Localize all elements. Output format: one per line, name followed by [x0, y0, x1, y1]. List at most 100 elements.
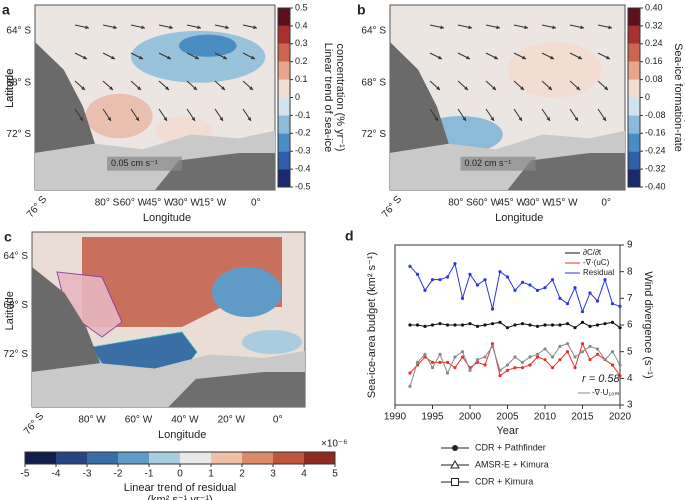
- arrow-head: [225, 25, 229, 30]
- lat-label: 72° S: [3, 349, 28, 360]
- data-point: [618, 304, 622, 308]
- data-point: [550, 355, 555, 359]
- colorbar-segment: [56, 452, 87, 464]
- data-point: [475, 283, 480, 287]
- data-point: [543, 358, 547, 362]
- trend-blob: [212, 267, 282, 317]
- data-point: [610, 302, 615, 306]
- land: [35, 42, 95, 153]
- lon-label: 30° W: [173, 198, 201, 209]
- colorbar-segment: [278, 79, 290, 98]
- trend-blob: [92, 332, 197, 372]
- y2-tick-label: 8: [627, 266, 633, 277]
- data-point: [408, 384, 412, 388]
- colorbar-tick-label: -3: [83, 469, 92, 480]
- arrow-head: [247, 117, 251, 121]
- arrow-head: [580, 25, 584, 30]
- lon-label: 80° S: [448, 198, 473, 209]
- data-point: [415, 360, 420, 364]
- arrow-head: [496, 25, 500, 30]
- colorbar-tick-label: 0.32: [645, 20, 663, 30]
- legend-label: -∇·U₁₀ₘ: [592, 388, 619, 397]
- arrow-head: [606, 55, 610, 60]
- data-point: [438, 360, 442, 364]
- annotation: r = 0.58: [582, 373, 620, 385]
- x-tick-label: 2005: [496, 412, 519, 423]
- y-axis-label: Latitude: [4, 69, 16, 108]
- data-point: [595, 299, 600, 303]
- scale-box: [460, 156, 536, 171]
- lon-label: 0°: [601, 198, 611, 209]
- x-axis-label: Longitude: [143, 212, 191, 224]
- data-point: [408, 371, 412, 375]
- arrow-head: [113, 25, 117, 30]
- data-point: [513, 288, 517, 292]
- lon-label: 15° W: [199, 198, 227, 209]
- data-point: [603, 358, 607, 362]
- colorbar-tick-label: 2: [239, 469, 245, 480]
- arrow-head: [494, 55, 498, 60]
- colorbar-segment: [278, 151, 290, 170]
- colorbar-segment: [628, 115, 640, 134]
- colorbar-tick-label: -0.24: [645, 146, 666, 156]
- arrow-head: [197, 25, 201, 30]
- data-point: [565, 342, 570, 346]
- data-point: [513, 323, 517, 327]
- lat-label: 76° S: [25, 194, 49, 220]
- colorbar-segment: [628, 169, 640, 187]
- panel-label: d: [345, 228, 354, 244]
- data-point: [573, 326, 577, 330]
- lat-label: 76° S: [380, 194, 404, 220]
- map-panel: 0.05 cm s⁻¹ a 64° S 68° S 72° S 76° S Latitude…: [2, 2, 346, 224]
- data-point: [430, 278, 435, 282]
- data-point: [588, 291, 592, 295]
- data-point: [445, 371, 450, 375]
- data-point: [588, 358, 592, 362]
- lon-label: 60° W: [473, 198, 501, 209]
- data-point: [595, 323, 600, 327]
- data-point: [505, 368, 510, 372]
- colorbar-tick-label: -5: [21, 469, 30, 480]
- data-point: [535, 324, 540, 328]
- x-tick-label: 1990: [384, 412, 407, 423]
- colorbar-exponent: ×10⁻⁶: [321, 439, 347, 450]
- map-panel: c 64° S 68° S 72° S 76° S Latitude 80° W 60° W 4…: [3, 229, 347, 500]
- data-point: [588, 324, 592, 328]
- x-tick-label: 1995: [421, 412, 444, 423]
- data-point: [580, 310, 585, 314]
- data-point: [618, 326, 622, 330]
- colorbar-segment: [180, 452, 211, 464]
- y2-tick-label: 5: [627, 346, 633, 357]
- data-point: [610, 320, 615, 324]
- colorbar-segment: [278, 25, 290, 44]
- arrow-head: [550, 55, 554, 60]
- data-point: [475, 358, 480, 362]
- colorbar-label: Sea-ice formation-rate: [672, 43, 684, 152]
- legend-label: Residual: [583, 268, 614, 277]
- data-point: [543, 347, 547, 351]
- colorbar-tick-label: 0.5: [295, 2, 308, 12]
- lon-label: 40° W: [171, 415, 199, 426]
- colorbar-segment: [628, 151, 640, 170]
- colorbar-segment: [628, 79, 640, 98]
- data-point: [558, 344, 562, 348]
- data-point: [430, 360, 435, 364]
- data-point: [483, 278, 487, 282]
- arrow-head: [135, 117, 139, 121]
- colorbar-segment: [304, 452, 335, 464]
- data-point: [445, 360, 450, 364]
- arrow-head: [81, 86, 85, 90]
- data-point: [513, 355, 517, 359]
- colorbar-tick-label: 1: [208, 469, 214, 480]
- data-point: [528, 363, 532, 367]
- panel-label: b: [357, 2, 366, 18]
- data-point: [490, 307, 495, 311]
- colorbar-label: (km² s⁻¹ yr⁻¹): [147, 494, 212, 500]
- arrow-head: [552, 25, 556, 30]
- colorbar-label: Linear trend of residual: [124, 482, 237, 494]
- data-point: [565, 322, 570, 326]
- land: [390, 42, 449, 153]
- colorbar-tick-label: 0: [645, 92, 650, 102]
- arrow-head: [434, 117, 438, 121]
